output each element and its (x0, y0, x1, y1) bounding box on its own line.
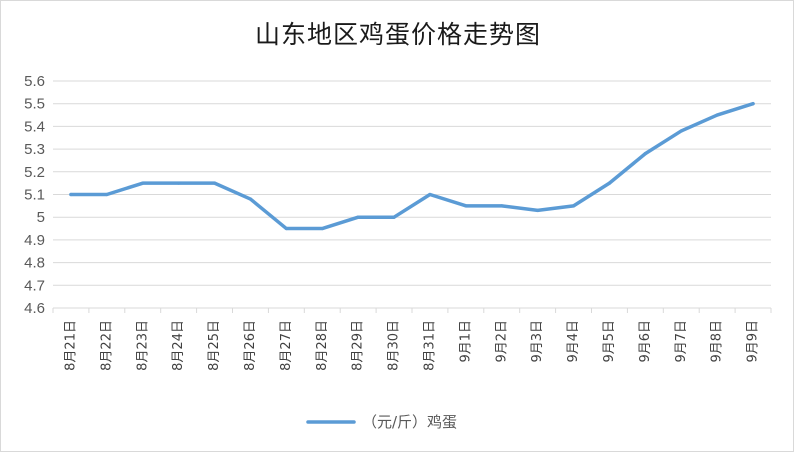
data-point (356, 215, 360, 219)
data-point (105, 192, 109, 197)
x-tick-label: 9月5日 (602, 320, 617, 363)
y-tick-label: 4.6 (24, 300, 45, 317)
x-tick-label: 8月26日 (243, 320, 258, 371)
y-tick-label: 4.7 (24, 277, 45, 294)
data-point (571, 204, 576, 208)
x-tick-label: 8月31日 (422, 320, 437, 371)
x-tick-label: 9月3日 (530, 320, 545, 363)
data-point (320, 226, 324, 231)
data-point (248, 197, 253, 201)
data-point (141, 181, 145, 185)
chart-title: 山东地区鸡蛋价格走势图 (254, 20, 541, 49)
x-tick-label: 9月1日 (458, 320, 473, 363)
y-tick-label: 5.5 (24, 96, 45, 113)
x-tick-label: 9月7日 (674, 320, 689, 363)
x-tick-label: 8月22日 (99, 320, 114, 371)
data-point (643, 152, 647, 156)
data-point (69, 192, 73, 197)
data-point (679, 129, 683, 133)
x-tick-label: 8月27日 (279, 320, 294, 371)
x-tick-label: 8月21日 (63, 320, 78, 371)
x-tick-label: 9月6日 (638, 320, 653, 363)
data-point (500, 204, 504, 208)
legend-label: （元/斤）鸡蛋 (362, 413, 457, 431)
x-tick-label: 9月9日 (746, 320, 761, 363)
x-tick-label: 9月8日 (710, 320, 725, 363)
x-tick-label: 9月4日 (566, 320, 581, 363)
x-tick-label: 8月30日 (387, 320, 402, 371)
y-tick-label: 4.9 (24, 232, 45, 249)
x-tick-label: 8月23日 (135, 320, 150, 371)
x-tick-label: 8月25日 (207, 320, 222, 371)
data-point (212, 181, 217, 185)
x-tick-label: 9月2日 (494, 320, 509, 363)
data-point (284, 226, 288, 231)
data-point (715, 113, 719, 117)
data-point (428, 192, 432, 197)
data-point (392, 215, 396, 219)
x-tick-label: 8月24日 (171, 320, 186, 371)
series-line (69, 101, 755, 231)
y-tick-label: 5.2 (24, 164, 45, 181)
y-tick-label: 5.6 (24, 73, 45, 90)
y-tick-label: 5.3 (24, 141, 45, 158)
y-tick-label: 5.4 (24, 118, 45, 135)
data-point (607, 181, 612, 185)
data-point (536, 208, 540, 212)
x-tick-label: 8月29日 (351, 320, 366, 371)
y-tick-label: 5 (37, 209, 45, 226)
data-point (177, 181, 181, 185)
data-point (751, 102, 755, 106)
data-point (464, 204, 468, 208)
x-tick-label: 8月28日 (315, 320, 330, 371)
y-tick-label: 4.8 (24, 255, 45, 272)
y-tick-label: 5.1 (24, 187, 45, 204)
